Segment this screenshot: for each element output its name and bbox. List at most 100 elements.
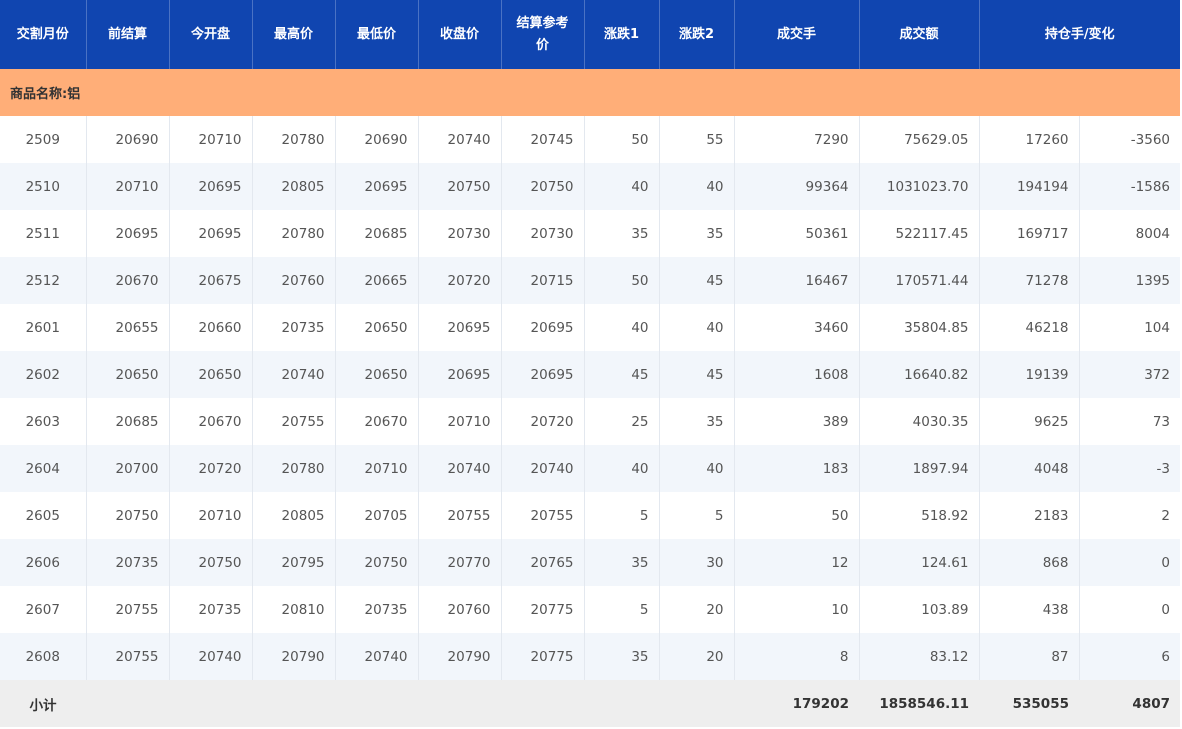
table-cell: 20750 (335, 539, 419, 586)
table-cell: 2511 (0, 210, 87, 257)
table-cell: 46218 (979, 304, 1080, 351)
table-cell: 0 (1079, 586, 1180, 633)
table-cell: 2 (1079, 492, 1180, 539)
table-cell: 12 (734, 539, 860, 586)
table-cell: 1395 (1079, 257, 1180, 304)
table-cell: 2608 (0, 633, 87, 680)
table-cell: 438 (979, 586, 1080, 633)
table-cell: 2183 (979, 492, 1080, 539)
table-cell: 20790 (418, 633, 502, 680)
table-cell: -3560 (1079, 116, 1180, 163)
table-cell: 522117.45 (859, 210, 980, 257)
table-cell: 20720 (169, 445, 253, 492)
table-row: 2608 20755 20740 20790 20740 20790 20775 35 20 8 8… (0, 633, 1180, 680)
subtotal-volume: 179202 (734, 680, 859, 727)
table-cell: 20745 (501, 116, 585, 163)
table-header-row: 交割月份 前结算 今开盘 最高价 最低价 收盘价 结算参考价 涨跌1 涨跌2 成交手 成交额 持仓手/… (0, 0, 1180, 69)
table-cell: 20665 (335, 257, 419, 304)
table-cell: 2603 (0, 398, 87, 445)
table-cell: 99364 (734, 163, 860, 210)
table-cell: 35 (659, 210, 735, 257)
table-cell: 19139 (979, 351, 1080, 398)
table-cell: 2602 (0, 351, 87, 398)
table-cell: 25 (584, 398, 660, 445)
table-cell: 20700 (86, 445, 170, 492)
table-cell: 8 (734, 633, 860, 680)
table-cell: 2604 (0, 445, 87, 492)
subtotal-empty (169, 680, 252, 727)
table-cell: 1608 (734, 351, 860, 398)
table-cell: 16467 (734, 257, 860, 304)
table-cell: 170571.44 (859, 257, 980, 304)
table-cell: 83.12 (859, 633, 980, 680)
subtotal-empty (584, 680, 659, 727)
subtotal-open-interest: 535055 (979, 680, 1079, 727)
table-cell: 35 (584, 539, 660, 586)
table-cell: 20755 (418, 492, 502, 539)
subtotal-empty (418, 680, 501, 727)
table-cell: 73 (1079, 398, 1180, 445)
category-label: 商品名称:铝 (0, 69, 1180, 116)
table-cell: 7290 (734, 116, 860, 163)
table-cell: 389 (734, 398, 860, 445)
table-cell: 20685 (335, 210, 419, 257)
column-header: 涨跌2 (659, 0, 735, 69)
table-cell: 8004 (1079, 210, 1180, 257)
table-cell: 20695 (501, 351, 585, 398)
table-cell: 20805 (252, 492, 336, 539)
table-cell: 20715 (501, 257, 585, 304)
table-cell: 20710 (418, 398, 502, 445)
table-cell: 20770 (418, 539, 502, 586)
table-row: 2602 20650 20650 20740 20650 20695 20695 45 45 16… (0, 351, 1180, 398)
table-cell: 20710 (335, 445, 419, 492)
table-cell: 45 (584, 351, 660, 398)
table-cell: 40 (659, 163, 735, 210)
subtotal-change: 4807 (1079, 680, 1180, 727)
table-cell: 16640.82 (859, 351, 980, 398)
table-cell: 103.89 (859, 586, 980, 633)
table-cell: 35804.85 (859, 304, 980, 351)
table-cell: 20650 (86, 351, 170, 398)
table-cell: 20670 (169, 398, 253, 445)
table-cell: 20670 (86, 257, 170, 304)
table-cell: 71278 (979, 257, 1080, 304)
table-cell: 20750 (501, 163, 585, 210)
table-cell: 20650 (335, 351, 419, 398)
table-cell: 40 (659, 445, 735, 492)
table-row: 2512 20670 20675 20760 20665 20720 20715 50 45 16… (0, 257, 1180, 304)
column-header: 收盘价 (418, 0, 502, 69)
table-cell: 20735 (86, 539, 170, 586)
table-cell: 20695 (86, 210, 170, 257)
table-cell: 20710 (169, 492, 253, 539)
table-cell: 20660 (169, 304, 253, 351)
table-cell: 20740 (252, 351, 336, 398)
table-cell: 20710 (169, 116, 253, 163)
table-cell: 45 (659, 351, 735, 398)
table-cell: 20695 (418, 351, 502, 398)
table-row: 2510 20710 20695 20805 20695 20750 20750 40 40 99… (0, 163, 1180, 210)
table-cell: 20695 (169, 210, 253, 257)
column-header: 成交额 (859, 0, 980, 69)
table-cell: 30 (659, 539, 735, 586)
table-cell: 20760 (418, 586, 502, 633)
table-cell: 20705 (335, 492, 419, 539)
table-cell: 20690 (335, 116, 419, 163)
table-row: 2607 20755 20735 20810 20735 20760 20775 5 20 10 1… (0, 586, 1180, 633)
table-cell: 20655 (86, 304, 170, 351)
table-cell: 2606 (0, 539, 87, 586)
table-cell: 20650 (335, 304, 419, 351)
table-cell: 868 (979, 539, 1080, 586)
table-cell: 20765 (501, 539, 585, 586)
table-cell: 40 (584, 304, 660, 351)
table-cell: 124.61 (859, 539, 980, 586)
table-cell: 17260 (979, 116, 1080, 163)
table-cell: 20790 (252, 633, 336, 680)
table-cell: -1586 (1079, 163, 1180, 210)
table-cell: 20750 (86, 492, 170, 539)
table-cell: 20650 (169, 351, 253, 398)
table-cell: 50361 (734, 210, 860, 257)
table-cell: 20685 (86, 398, 170, 445)
table-cell: 20 (659, 633, 735, 680)
table-cell: 20780 (252, 210, 336, 257)
column-header: 最低价 (335, 0, 419, 69)
